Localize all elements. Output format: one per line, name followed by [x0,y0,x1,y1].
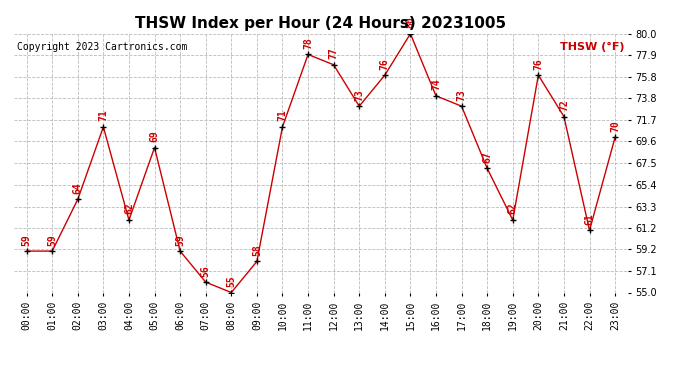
Text: 70: 70 [610,120,620,132]
Text: 77: 77 [328,48,339,59]
Text: 76: 76 [533,58,543,70]
Text: 74: 74 [431,78,441,90]
Text: 56: 56 [201,265,210,277]
Text: 67: 67 [482,151,492,163]
Text: Copyright 2023 Cartronics.com: Copyright 2023 Cartronics.com [17,42,187,51]
Text: 62: 62 [508,203,518,214]
Text: 55: 55 [226,275,236,287]
Text: 62: 62 [124,203,134,214]
Title: THSW Index per Hour (24 Hours) 20231005: THSW Index per Hour (24 Hours) 20231005 [135,16,506,31]
Text: 64: 64 [72,182,83,194]
Text: 80: 80 [406,16,415,28]
Text: 59: 59 [21,234,32,246]
Text: 58: 58 [252,244,262,256]
Text: 59: 59 [47,234,57,246]
Text: THSW (°F): THSW (°F) [560,42,625,52]
Text: 61: 61 [584,213,595,225]
Text: 69: 69 [150,130,159,142]
Text: 73: 73 [457,89,466,101]
Text: 71: 71 [277,110,288,122]
Text: 78: 78 [303,37,313,49]
Text: 59: 59 [175,234,185,246]
Text: 71: 71 [99,110,108,122]
Text: 73: 73 [354,89,364,101]
Text: 72: 72 [559,99,569,111]
Text: 76: 76 [380,58,390,70]
